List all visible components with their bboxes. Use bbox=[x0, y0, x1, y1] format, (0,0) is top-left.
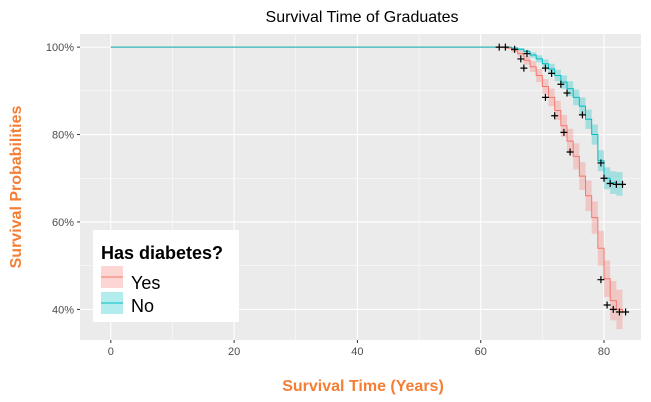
axis-ticks: 0 20 40 60 80 40% 60% 80% 100% bbox=[46, 42, 610, 358]
legend-label-no: No bbox=[131, 296, 154, 316]
x-tick-label: 80 bbox=[598, 346, 610, 358]
survival-lines bbox=[110, 46, 624, 312]
censor-mark-yes bbox=[597, 276, 605, 284]
x-tick-label: 60 bbox=[475, 346, 487, 358]
censor-mark-no bbox=[606, 180, 614, 188]
censor-mark-yes bbox=[517, 55, 525, 63]
legend-key-no bbox=[101, 292, 123, 314]
censor-mark-no bbox=[612, 180, 620, 188]
censor-mark-yes bbox=[566, 148, 574, 156]
censor-marks bbox=[495, 43, 630, 316]
x-tick-label: 40 bbox=[351, 346, 363, 358]
censor-mark-yes bbox=[615, 308, 623, 316]
censor-mark-no bbox=[578, 111, 586, 119]
legend-background bbox=[93, 230, 239, 322]
y-tick-label: 40% bbox=[52, 304, 74, 316]
legend-title: Has diabetes? bbox=[101, 243, 223, 263]
censor-mark-no bbox=[563, 89, 571, 97]
censor-mark-yes bbox=[520, 64, 528, 72]
censor-mark-no bbox=[495, 43, 503, 51]
legend-key-yes bbox=[101, 266, 123, 288]
x-axis-title: Survival Time (Years) bbox=[282, 378, 444, 395]
censor-mark-no bbox=[600, 174, 608, 182]
censor-mark-no bbox=[597, 159, 605, 167]
censor-mark-yes bbox=[603, 301, 611, 309]
survival-line-no bbox=[110, 46, 624, 185]
y-axis-title: Survival Probabilities bbox=[8, 106, 25, 269]
censor-mark-no bbox=[548, 69, 556, 77]
legend-label-yes: Yes bbox=[131, 273, 160, 293]
y-tick-label: 80% bbox=[52, 130, 74, 142]
x-tick-label: 0 bbox=[108, 346, 114, 358]
censor-mark-no bbox=[619, 180, 627, 188]
survival-line-yes bbox=[110, 46, 624, 312]
censor-mark-no bbox=[523, 50, 531, 58]
x-tick-label: 20 bbox=[228, 346, 240, 358]
censor-mark-no bbox=[541, 64, 549, 72]
y-tick-label: 100% bbox=[46, 42, 74, 54]
censor-mark-no bbox=[501, 43, 509, 51]
censor-mark-yes bbox=[609, 305, 617, 313]
legend: Has diabetes? Yes No bbox=[93, 230, 239, 322]
censor-mark-no bbox=[511, 45, 519, 53]
censor-mark-yes bbox=[551, 112, 559, 120]
censor-mark-yes bbox=[541, 93, 549, 101]
y-tick-label: 60% bbox=[52, 217, 74, 229]
chart-title: Survival Time of Graduates bbox=[266, 9, 459, 26]
censor-mark-yes bbox=[560, 128, 568, 136]
censor-mark-yes bbox=[622, 308, 630, 316]
censor-mark-no bbox=[557, 80, 565, 88]
